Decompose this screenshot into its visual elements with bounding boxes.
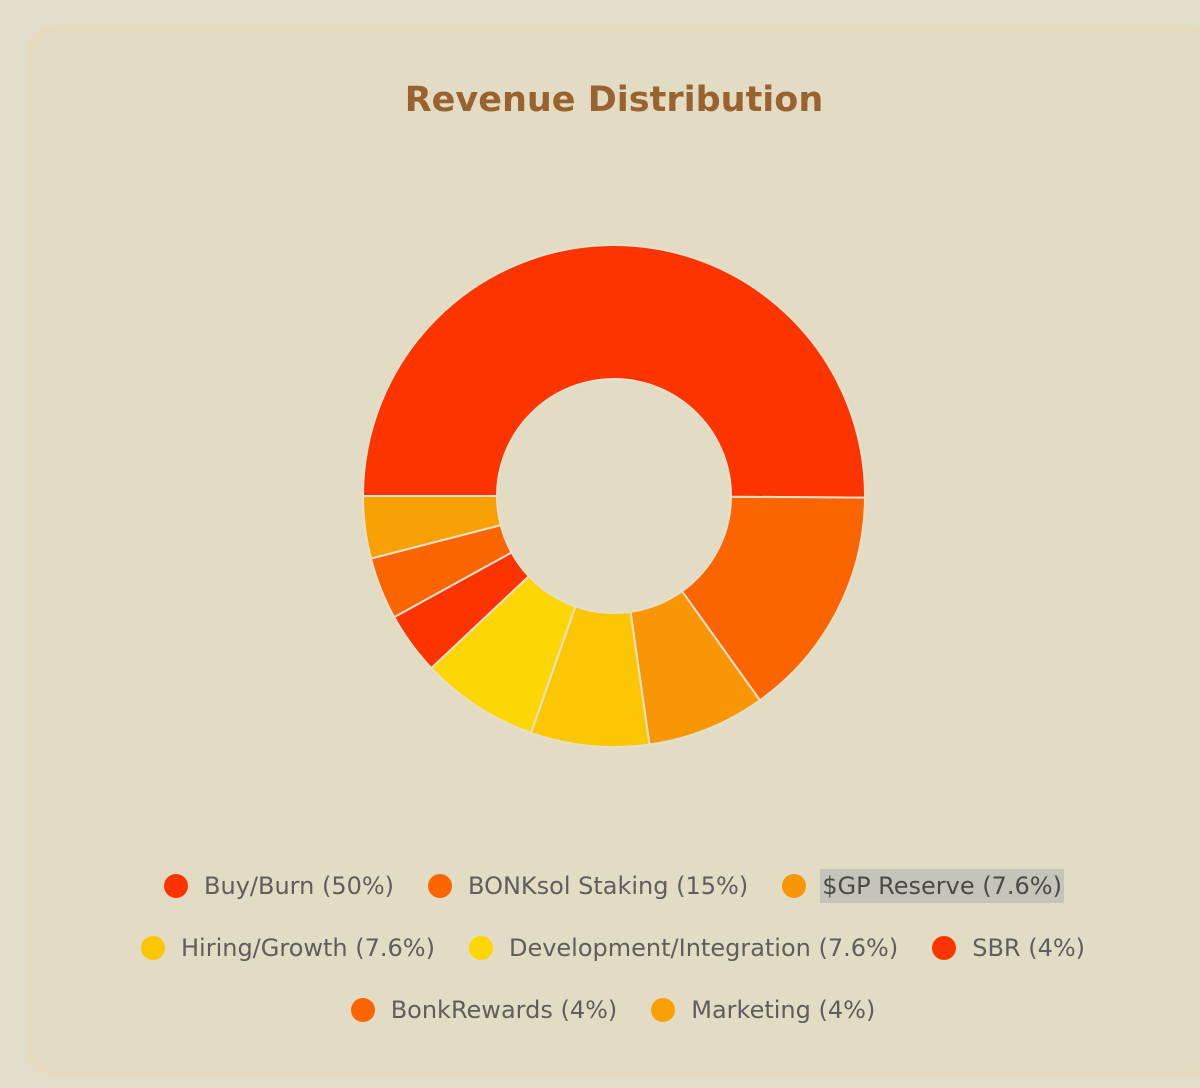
slice-buy-burn[interactable] (361, 243, 866, 499)
legend-item-development-integration[interactable]: Development/Integration (7.6%) (465, 929, 904, 967)
legend-label: Hiring/Growth (7.6%) (180, 934, 435, 962)
legend-dot (932, 936, 957, 960)
legend-label: Marketing (4%) (691, 996, 876, 1024)
legend-label: Development/Integration (7.6%) (508, 934, 899, 962)
legend-item-bonksol-staking[interactable]: BONKsol Staking (15%) (424, 867, 754, 905)
slice-marketing[interactable] (361, 495, 502, 560)
legend-dot (164, 874, 189, 898)
legend-item-bonkrewards[interactable]: BonkRewards (4%) (347, 991, 624, 1029)
legend-label: BonkRewards (4%) (390, 996, 618, 1024)
legend-item-marketing[interactable]: Marketing (4%) (647, 991, 881, 1029)
legend-item-gp-reserve[interactable]: $GP Reserve (7.6%) (778, 867, 1068, 905)
legend-row-2: Hiring/Growth (7.6%) Development/Integra… (0, 929, 1200, 967)
legend-dot (782, 874, 807, 898)
legend-row-3: BonkRewards (4%) Marketing (4%) (0, 991, 1200, 1029)
legend-label: $GP Reserve (7.6%) (820, 869, 1064, 903)
legend-dot (651, 998, 676, 1022)
legend-row-1: Buy/Burn (50%) BONKsol Staking (15%) $GP… (0, 867, 1200, 905)
chart-title: Revenue Distribution (404, 80, 824, 120)
legend-item-hiring-growth[interactable]: Hiring/Growth (7.6%) (137, 929, 441, 967)
legend-label: BONKsol Staking (15%) (468, 872, 749, 900)
legend-item-sbr[interactable]: SBR (4%) (928, 929, 1091, 967)
legend-dot (140, 936, 165, 960)
chart-card (28, 27, 1200, 1075)
legend-label: SBR (4%) (972, 934, 1086, 962)
legend-item-buy-burn[interactable]: Buy/Burn (50%) (160, 867, 400, 905)
legend-dot (428, 874, 453, 898)
legend-dot (350, 998, 375, 1022)
legend-label: Buy/Burn (50%) (204, 872, 395, 900)
legend-dot (468, 936, 493, 960)
slice-bonksol-staking[interactable] (680, 495, 867, 702)
